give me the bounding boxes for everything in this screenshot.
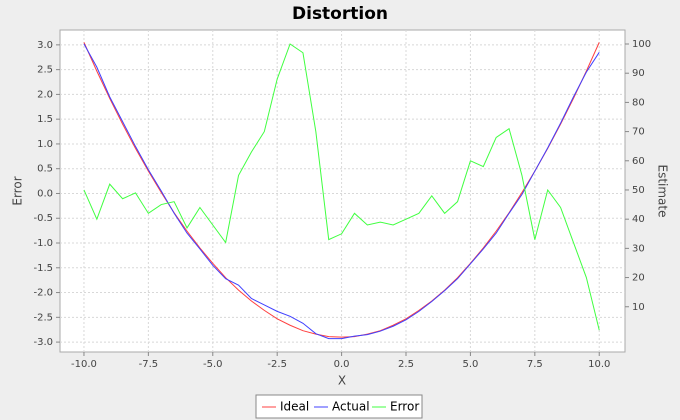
x-tick-label: -10.0 bbox=[71, 359, 97, 370]
y-tick-label: -0.5 bbox=[33, 213, 53, 224]
x-tick-label: -5.0 bbox=[203, 359, 223, 370]
y-tick-label: 1.0 bbox=[37, 139, 53, 150]
legend-label: Ideal bbox=[280, 400, 309, 414]
y2-tick-label: 40 bbox=[632, 214, 645, 225]
y-tick-label: 2.5 bbox=[37, 65, 53, 76]
plot-area bbox=[59, 29, 626, 353]
y-tick-label: -3.0 bbox=[33, 337, 53, 348]
y-tick-label: -1.0 bbox=[33, 238, 53, 249]
legend bbox=[255, 394, 423, 419]
y-tick-label: 2.0 bbox=[37, 89, 53, 100]
y2-axis-label: Estimate bbox=[656, 164, 670, 217]
y2-tick-label: 90 bbox=[632, 68, 645, 79]
x-tick-label: -2.5 bbox=[267, 359, 287, 370]
y-tick-label: -2.5 bbox=[33, 312, 53, 323]
x-tick-label: 0.0 bbox=[334, 359, 350, 370]
legend-label: Actual bbox=[332, 400, 370, 414]
x-tick-label: 10.0 bbox=[588, 359, 610, 370]
x-tick-label: 5.0 bbox=[462, 359, 478, 370]
chart-title: Distortion bbox=[292, 4, 388, 24]
y2-tick-label: 10 bbox=[632, 302, 645, 313]
y2-tick-label: 100 bbox=[632, 39, 651, 50]
y2-tick-label: 50 bbox=[632, 185, 645, 196]
y-tick-label: 0.5 bbox=[37, 164, 53, 175]
x-tick-label: 2.5 bbox=[398, 359, 414, 370]
y-axis-label: Error bbox=[11, 176, 25, 205]
y2-tick-label: 30 bbox=[632, 243, 645, 254]
x-tick-label: -7.5 bbox=[139, 359, 159, 370]
y-tick-label: 0.0 bbox=[37, 188, 53, 199]
y2-tick-label: 20 bbox=[632, 273, 645, 284]
x-axis-label: X bbox=[338, 374, 346, 388]
y2-tick-label: 80 bbox=[632, 97, 645, 108]
y-tick-label: -2.0 bbox=[33, 288, 53, 299]
series-line bbox=[83, 43, 600, 340]
legend-label: Error bbox=[390, 400, 419, 414]
y-tick-label: 1.5 bbox=[37, 114, 53, 125]
y-tick-label: 3.0 bbox=[37, 40, 53, 51]
series-line bbox=[83, 43, 600, 331]
x-tick-label: 7.5 bbox=[527, 359, 543, 370]
y2-tick-label: 70 bbox=[632, 127, 645, 138]
y-tick-label: -1.5 bbox=[33, 263, 53, 274]
y2-tick-label: 60 bbox=[632, 156, 645, 167]
